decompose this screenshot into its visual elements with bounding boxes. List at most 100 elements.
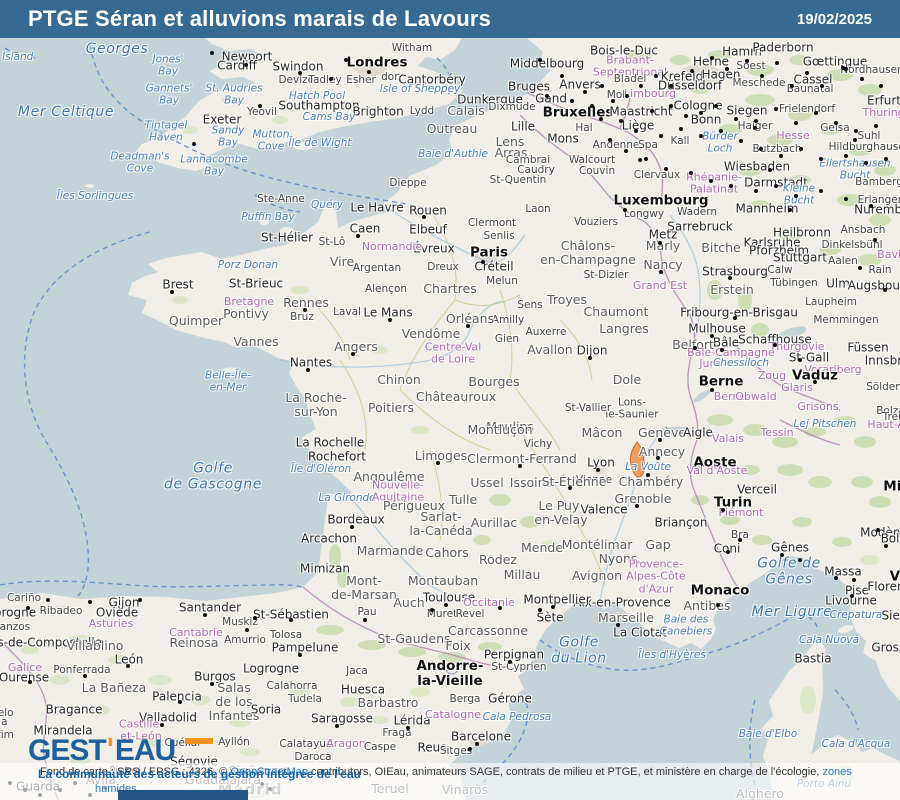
city-dot [725,67,729,71]
map-label: Ponferrada [53,664,111,677]
city-dot [430,608,434,612]
city-dot [406,726,410,730]
map-label: Val d'Aoste [686,463,748,477]
map-label: Hatch Pool [288,90,346,103]
map-label: Valence [580,502,628,517]
city-dot [634,129,638,133]
map-label: Marseille [598,610,654,625]
lakes [652,326,807,436]
map-label: Calatayud [279,738,333,751]
map-label: Hamm [722,44,762,59]
map-label: Golfe de Gênes [757,555,821,587]
map-label: Strasbourg [702,264,768,279]
city-dot [170,290,174,294]
city-dot [244,63,248,67]
map-label: Augsbourg [847,278,900,293]
city-dot [733,316,737,320]
map-label: Londres [346,54,408,71]
city-dot [658,438,662,442]
map-label: Glaris [781,380,813,394]
map-label: Bragance [45,702,103,717]
map-label: Livourne [825,593,877,608]
map-label: Centre-Val de Loire [424,340,482,366]
map-label: Bruges [507,79,551,94]
map-label: Düsseldorf [657,78,723,93]
city-dot [780,553,784,557]
attribution-prefix: Fond de carte : SRS / EPSG : 4326, © [40,766,231,778]
map-label: Hildburghausen [828,141,900,154]
map-label: Sandy Bay [211,124,245,148]
map-label: St-Gaudens [377,631,451,646]
city-dot [635,504,639,508]
map-label: Clermont-Ferrand [467,451,577,466]
map-label: Barcelone [451,729,511,744]
map-label: Massa [824,564,862,579]
city-dot [444,603,448,607]
map-label: Normandie [361,239,423,253]
city-dot [719,129,723,133]
continent-landmass [0,38,900,800]
map-label: Quéry [311,199,343,212]
map-label: Provence- Alpes-Côte d'Azur [626,557,686,596]
city-dot [306,368,310,372]
city-dot [481,260,485,264]
openstreetmap-link[interactable]: OpenStreetMap [230,766,308,778]
header-bar: PTGE Séran et alluvions marais de Lavour… [0,0,900,38]
map-label: Gap [645,537,671,552]
city-dot [798,558,802,562]
map-label: St-Quentin [489,174,547,187]
map-label: Erstein [710,282,754,297]
map-label: Îles d'Hyères [638,649,706,662]
map-label: Amilly [491,314,525,327]
city-dot [844,67,848,71]
logo-orange-dash-icon [185,738,214,744]
map-label: Outreau [426,121,478,136]
map-label: Mer Ligure [751,604,833,621]
map-label: Dijon [576,343,608,358]
map-label: Muskiz [222,616,258,629]
map-label: Georges [85,41,149,58]
map-label: Anvers [559,77,601,92]
city-dot [611,99,615,103]
map-label: Rodez [479,552,517,567]
zones-humides-link-part1[interactable]: zones [822,766,852,778]
map-label: Fraga [382,727,412,740]
city-dot [684,114,688,118]
map-label: Rouen [409,203,447,218]
map-label: Puffin Bay [241,211,295,224]
map-label: Braga [0,716,8,729]
city-dot [819,157,823,161]
map-label: Annecy [638,444,686,459]
map-label: Berne [713,389,747,403]
map-label: Cahors [425,545,469,560]
map-label: St-Jacques-de-Compostelle [0,635,103,650]
map-label: Galice [7,660,43,674]
city-dot [619,119,623,123]
city-dot [289,618,293,622]
lake-neuchatel [693,389,711,403]
city-dot [799,147,803,151]
map-label: Bruxelles [542,104,614,121]
map-label: Briançon [654,515,708,530]
city-dot [794,121,798,125]
map-label: Chaumont [583,304,649,319]
map-label: Ussel [470,475,504,490]
map-label: Brighton [352,104,404,119]
map-label: Füssen [847,340,889,355]
city-dot [335,724,339,728]
map-label: Hagen [701,67,741,82]
map-label: Bavière [877,247,900,261]
city-dot [538,608,542,612]
city-dot [768,168,772,172]
map-label: Chambéry [618,474,684,489]
city-dot [664,167,668,171]
map-label: Tessin [760,425,794,439]
city-dot [852,578,856,582]
map-label: Valais [712,431,744,445]
gesteau-logo[interactable]: GEST'EAU [28,736,214,766]
map-label: Nouvelle- Aquitaine [371,478,425,504]
map-label: Sète [536,610,564,625]
ptge-area-polygon[interactable] [629,441,645,478]
